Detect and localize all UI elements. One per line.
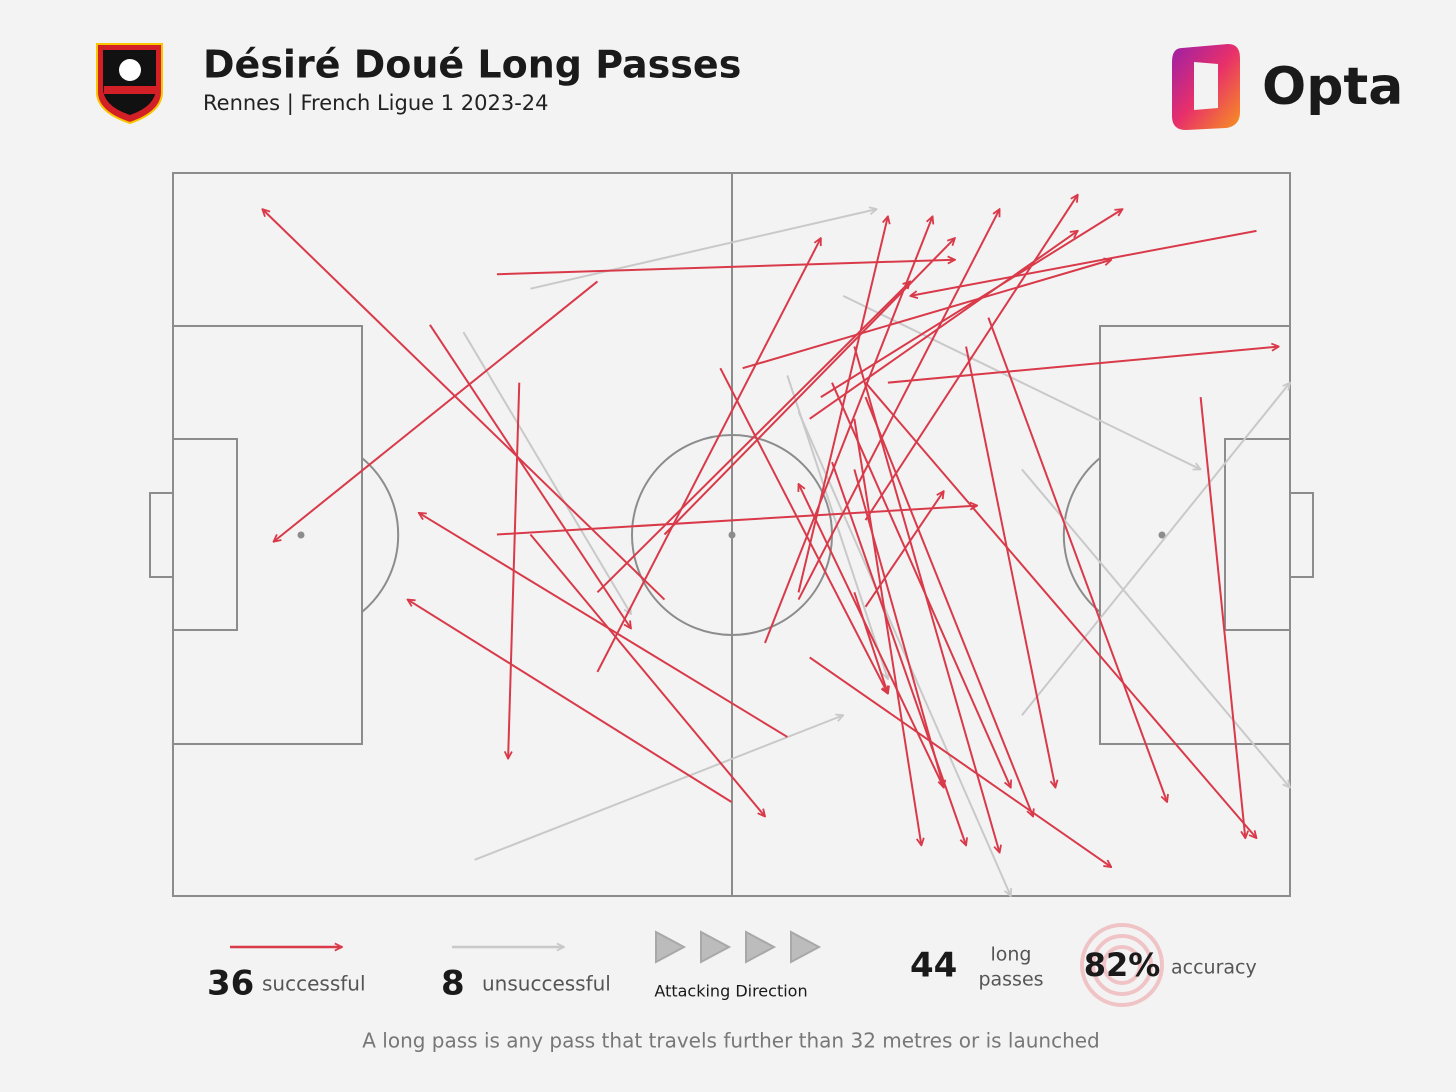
pass-arrow [853, 418, 921, 846]
pass-arrow [262, 209, 666, 601]
pass-arrow [987, 317, 1167, 802]
pitch [149, 172, 1314, 897]
passes [262, 195, 1290, 896]
pass-arrow [797, 209, 1000, 601]
legend-count: 8 [441, 964, 465, 1004]
pass-arrow [474, 715, 844, 861]
legend-label: unsuccessful [482, 972, 611, 996]
pass-arrow [864, 195, 1078, 521]
total-label: passes [978, 969, 1043, 991]
pass-arrow [797, 411, 1011, 896]
accuracy-rings [1080, 923, 1164, 1007]
direction-arrows [655, 930, 822, 964]
pass-arrow [408, 600, 733, 803]
pass-arrow [799, 484, 945, 788]
pass-arrow [809, 656, 1112, 867]
pass-arrow [853, 469, 943, 787]
pass-arrow [853, 592, 888, 693]
pass-arrow [429, 324, 631, 629]
legend-label: successful [262, 972, 366, 996]
brand-logo: Opta [1172, 44, 1403, 130]
pass-arrow [831, 382, 1011, 788]
pass-arrow [663, 238, 954, 536]
pass-arrow [864, 396, 1034, 816]
pass-arrow [764, 216, 933, 644]
pass-arrow [274, 280, 599, 541]
total-value: 44 [910, 946, 957, 986]
pass-arrow [462, 331, 631, 614]
pass-arrow [419, 513, 788, 738]
pass-arrow [1021, 383, 1290, 716]
accuracy-label: accuracy [1171, 957, 1257, 979]
subtitle: Rennes | French Ligue 1 2023-24 [203, 91, 549, 116]
pass-arrow [496, 260, 955, 276]
pass-arrow [742, 260, 1112, 370]
pass-arrow [496, 506, 977, 536]
accuracy-value: 82% [1084, 946, 1161, 984]
pass-arrow [719, 367, 888, 693]
club-crest [96, 43, 163, 125]
pass-arrow [887, 347, 1279, 384]
pass-arrow [797, 216, 888, 593]
pass-arrow [530, 209, 876, 290]
pass-arrow [1199, 397, 1246, 838]
pass-arrow [864, 382, 1257, 838]
legend: Attacking Direction 44 long passes 82% a… [207, 923, 1257, 1007]
pass-arrow [1021, 468, 1290, 787]
pass-arrow [910, 229, 1257, 296]
pass-arrow [864, 491, 944, 608]
pass-arrow [596, 281, 910, 594]
pass-arrow [596, 238, 820, 673]
direction-label: Attacking Direction [654, 982, 807, 1001]
pass-arrow [820, 209, 1123, 398]
pass-arrow [529, 533, 765, 817]
footnote: A long pass is any pass that travels fur… [362, 1029, 1100, 1053]
brand-name: Opta [1262, 57, 1403, 117]
legend-count: 36 [207, 964, 254, 1004]
total-label: long [990, 944, 1031, 966]
pass-arrow [842, 295, 1200, 470]
pass-arrow [965, 346, 1055, 788]
pass-arrow [831, 461, 966, 845]
title: Désiré Doué Long Passes [203, 43, 741, 87]
